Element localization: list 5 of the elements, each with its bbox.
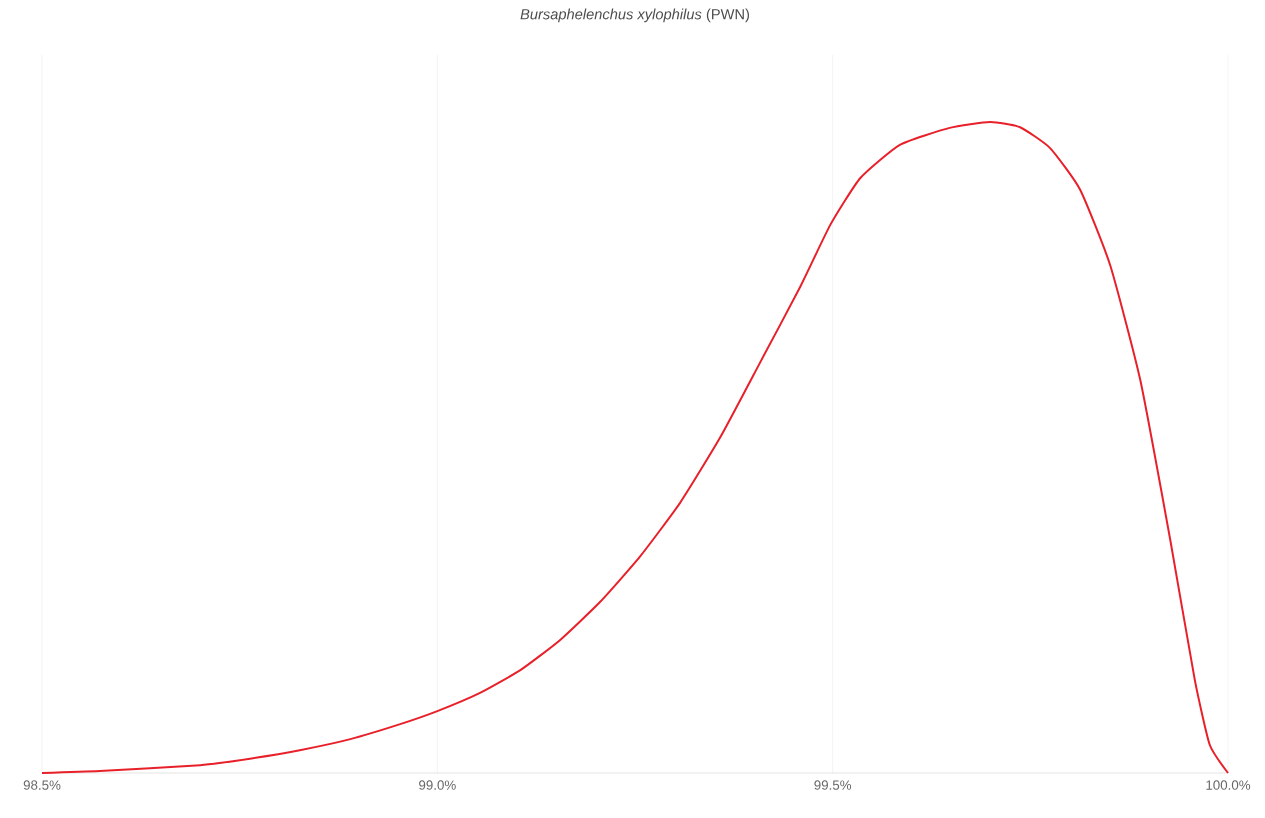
x-tick-label: 100.0% xyxy=(1206,780,1251,790)
x-tick-label: 99.0% xyxy=(419,780,456,790)
x-tick-label: 99.5% xyxy=(814,780,852,790)
chart-title: Bursaphelenchus xylophilus (PWN) xyxy=(520,8,750,23)
x-tick-label: 98.5% xyxy=(23,780,61,790)
